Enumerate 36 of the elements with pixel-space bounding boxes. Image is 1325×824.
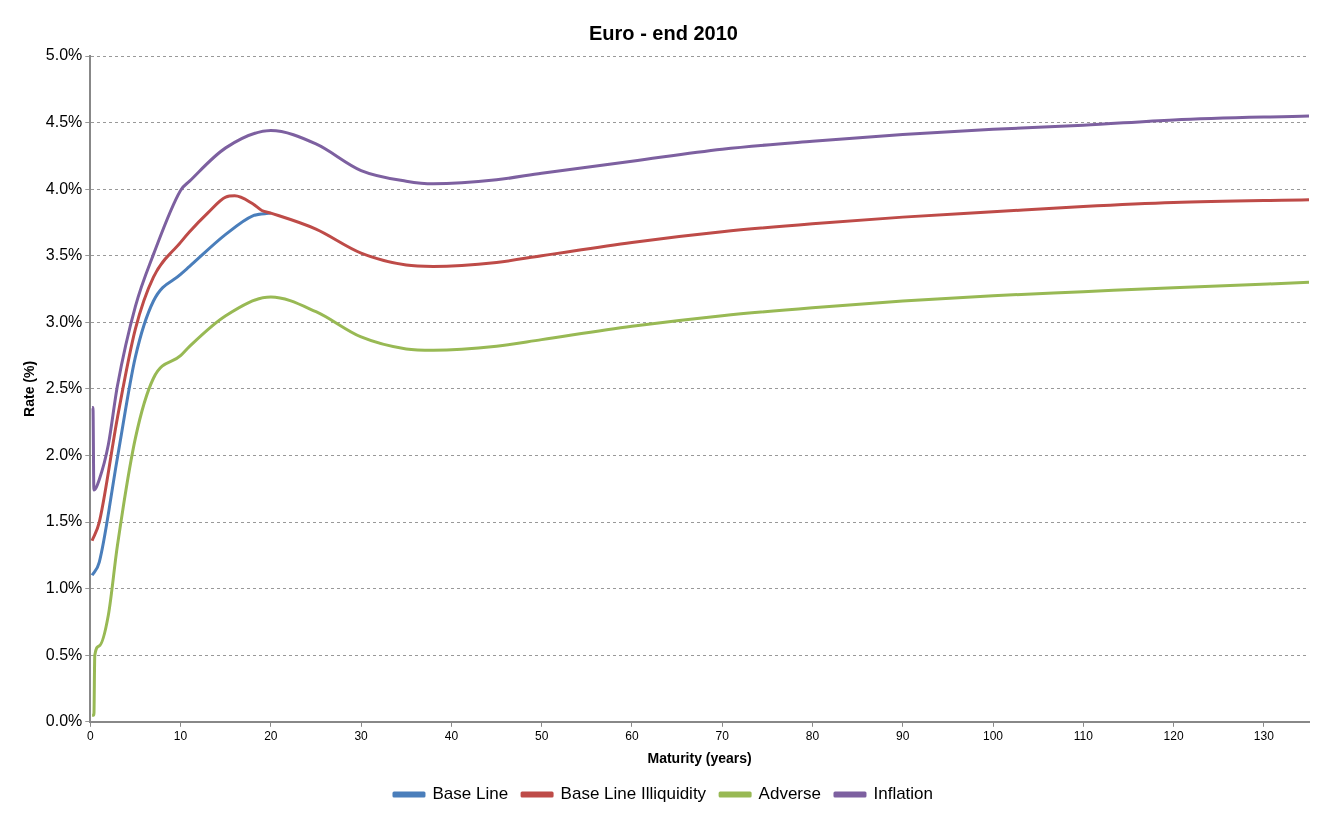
line-series	[90, 114, 1309, 492]
x-tick-label: 110	[1073, 729, 1094, 744]
x-tick-label: 60	[625, 729, 639, 744]
x-tick-label: 10	[173, 729, 188, 744]
y-tick-label: 1.0%	[45, 579, 83, 597]
line-series	[90, 194, 1309, 543]
legend-label: Adverse	[758, 784, 821, 804]
y-tick-label: 5.0%	[45, 46, 83, 64]
y-tick-label: 2.5%	[45, 379, 83, 397]
x-tick-label: 80	[805, 729, 820, 744]
x-tick-label: 20	[264, 729, 278, 744]
x-tick-label: 90	[896, 729, 910, 744]
y-tick-label: 3.0%	[45, 312, 83, 330]
y-tick-label: 1.5%	[45, 512, 83, 530]
y-tick-label: 3.5%	[45, 246, 83, 264]
x-axis-title: Maturity (years)	[647, 750, 752, 767]
y-axis-title: Rate (%)	[21, 360, 38, 417]
x-tick-label: 70	[715, 729, 730, 744]
y-tick-label: 4.5%	[45, 112, 83, 130]
y-tick-label: 4.0%	[45, 179, 83, 197]
x-tick-label: 50	[534, 729, 549, 744]
chart-title: Euro - end 2010	[589, 21, 738, 44]
x-tick-label: 0	[86, 729, 94, 744]
x-tick-label: 100	[983, 729, 1004, 744]
line-series	[90, 211, 273, 577]
y-tick-label: 2.0%	[45, 445, 83, 463]
x-tick-label: 40	[444, 729, 459, 744]
y-tick-label: 0.0%	[45, 712, 83, 730]
y-tick-label: 0.5%	[45, 645, 83, 663]
x-tick-label: 30	[354, 729, 369, 744]
x-tick-label: 130	[1253, 729, 1275, 744]
x-tick-label: 120	[1163, 729, 1184, 744]
line-series	[90, 280, 1309, 717]
legend-label: Base Line	[432, 784, 509, 804]
legend-label: Base Line Illiquidity	[560, 784, 707, 804]
legend-label: Inflation	[873, 784, 934, 804]
